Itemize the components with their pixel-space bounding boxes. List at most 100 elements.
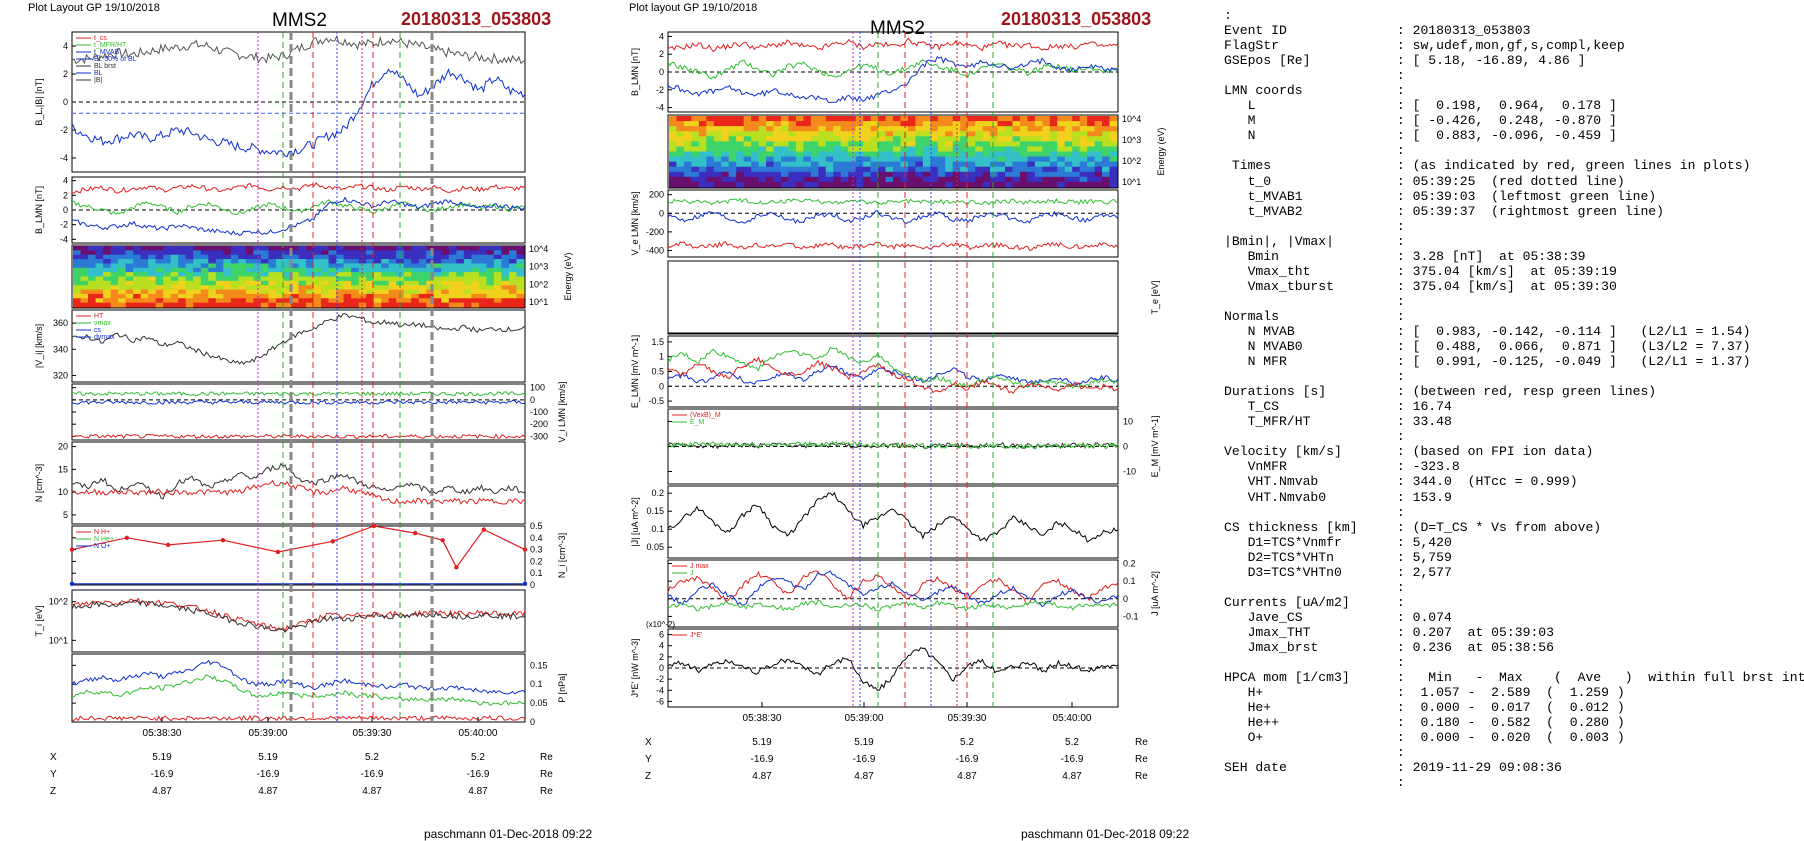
spectrogram-cell (260, 293, 269, 299)
spectrogram-cell (878, 136, 887, 142)
spectrogram-cell (200, 254, 209, 260)
spectrogram-cell (982, 116, 991, 122)
spectrogram-cell (471, 246, 480, 251)
spectrogram-cell (863, 121, 872, 127)
spectrogram-cell (486, 263, 495, 269)
spectrogram-cell (848, 136, 857, 142)
spectrogram-cell (336, 276, 345, 282)
spectrogram-cell (1064, 121, 1073, 127)
spectrogram-cell (960, 146, 969, 152)
spectrogram-cell (290, 293, 299, 299)
y-tick-label: 6 (659, 630, 664, 640)
legend-entry: J (690, 570, 694, 577)
spectrogram-cell (1012, 131, 1021, 137)
spectrogram-cell (178, 272, 187, 277)
spectrogram-cell (691, 131, 700, 137)
spectrogram-cell (426, 246, 435, 251)
y-axis-label: N_i [cm^-3] (557, 533, 567, 578)
spectrogram-cell (893, 181, 901, 188)
spectrogram-cell (493, 254, 502, 260)
spectrogram-cell (155, 246, 164, 251)
spectrogram-cell (863, 171, 872, 178)
spectrogram-cell (478, 298, 487, 304)
spectrogram-cell (1012, 176, 1021, 183)
spectrogram-cell (493, 298, 502, 304)
spectrogram-cell (1087, 156, 1096, 163)
spectrogram-cell (1042, 176, 1051, 183)
spectrogram-cell (728, 156, 737, 163)
spectrogram-cell (1072, 176, 1081, 183)
spectrogram-cell (698, 151, 707, 158)
spectrogram-cell (893, 171, 901, 178)
spectrogram-cell (1079, 171, 1088, 178)
spectrogram-cell (516, 285, 525, 291)
position-unit: Re (1135, 737, 1148, 748)
spectrogram-cell (751, 156, 760, 163)
spectrogram-cell (1042, 116, 1051, 122)
position-value: 5.2 (471, 752, 485, 763)
spectrogram-cell (283, 263, 292, 269)
spectrogram-cell (669, 176, 677, 183)
spectrogram-cell (486, 285, 495, 291)
position-value: 5.19 (854, 737, 874, 748)
spectrogram-cell (825, 141, 834, 147)
spectrogram-cell (118, 250, 127, 256)
spectrogram-cell (253, 276, 262, 282)
spectrogram-cell (508, 246, 517, 251)
spectrogram-cell (133, 298, 142, 304)
spectrogram-cell (878, 131, 887, 137)
spectrogram-cell (990, 176, 999, 183)
spectrogram-cell (456, 285, 465, 291)
spectrogram-cell (486, 254, 495, 260)
spectrogram-cell (982, 151, 991, 158)
spectrogram-cell (103, 289, 112, 295)
spectrogram-cell (493, 280, 502, 286)
spectrogram-cell (366, 263, 375, 269)
spectrogram-cell (840, 156, 849, 163)
summary-line: D3=TCS*VHTn0 : 2,577 (1224, 564, 1452, 580)
spectrogram-cell (411, 276, 420, 282)
spectrogram-cell (351, 276, 360, 282)
spectrogram-cell (253, 250, 262, 256)
position-value: 4.87 (854, 771, 874, 782)
spectrogram-cell (493, 267, 502, 273)
legend-entry: vmax (94, 320, 111, 327)
spectrogram-cell (1005, 131, 1013, 137)
spectrogram-cell (290, 254, 299, 260)
spectrogram-cell (268, 272, 277, 277)
spectrogram-cell (683, 166, 692, 173)
spectrogram-cell (878, 151, 887, 158)
legend-entry: HT (94, 313, 104, 320)
spectrogram-cell (373, 259, 382, 264)
spectrogram-cell (1049, 151, 1058, 158)
spectrogram-cell (88, 285, 97, 291)
spectrogram-cell (691, 121, 700, 127)
spectrogram-cell (290, 250, 299, 256)
y-tick-label: -4 (60, 234, 68, 244)
spectrogram-cell (855, 136, 864, 142)
spectrogram-cell (456, 263, 465, 269)
spectrogram-cell (275, 272, 284, 277)
spectrogram-cell (260, 276, 269, 282)
spectrogram-cell (990, 166, 999, 173)
spectrogram-cell (366, 272, 375, 277)
spectrogram-cell (1057, 141, 1066, 147)
y-axis-label: Energy (eV) (1156, 127, 1166, 175)
spectrogram-cell (381, 276, 390, 282)
y-tick-label: 2 (63, 190, 68, 200)
spectrogram-cell (818, 136, 827, 142)
spectrogram-cell (95, 250, 104, 256)
spectrogram-cell (148, 293, 157, 299)
y-tick-label: 0.5 (651, 367, 664, 377)
spectrogram-cell (1057, 166, 1066, 173)
spectrogram-cell (818, 131, 827, 137)
spectrogram-cell (178, 285, 187, 291)
spectrogram-cell (1012, 181, 1021, 188)
spectrogram-cell (803, 116, 812, 122)
spectrogram-cell (975, 146, 984, 152)
spectrogram-cell (945, 141, 954, 147)
spectrogram-cell (321, 267, 330, 273)
y-tick-label: 0 (659, 67, 664, 77)
spectrogram-cell (1057, 151, 1066, 158)
spectrogram-cell (997, 166, 1006, 173)
